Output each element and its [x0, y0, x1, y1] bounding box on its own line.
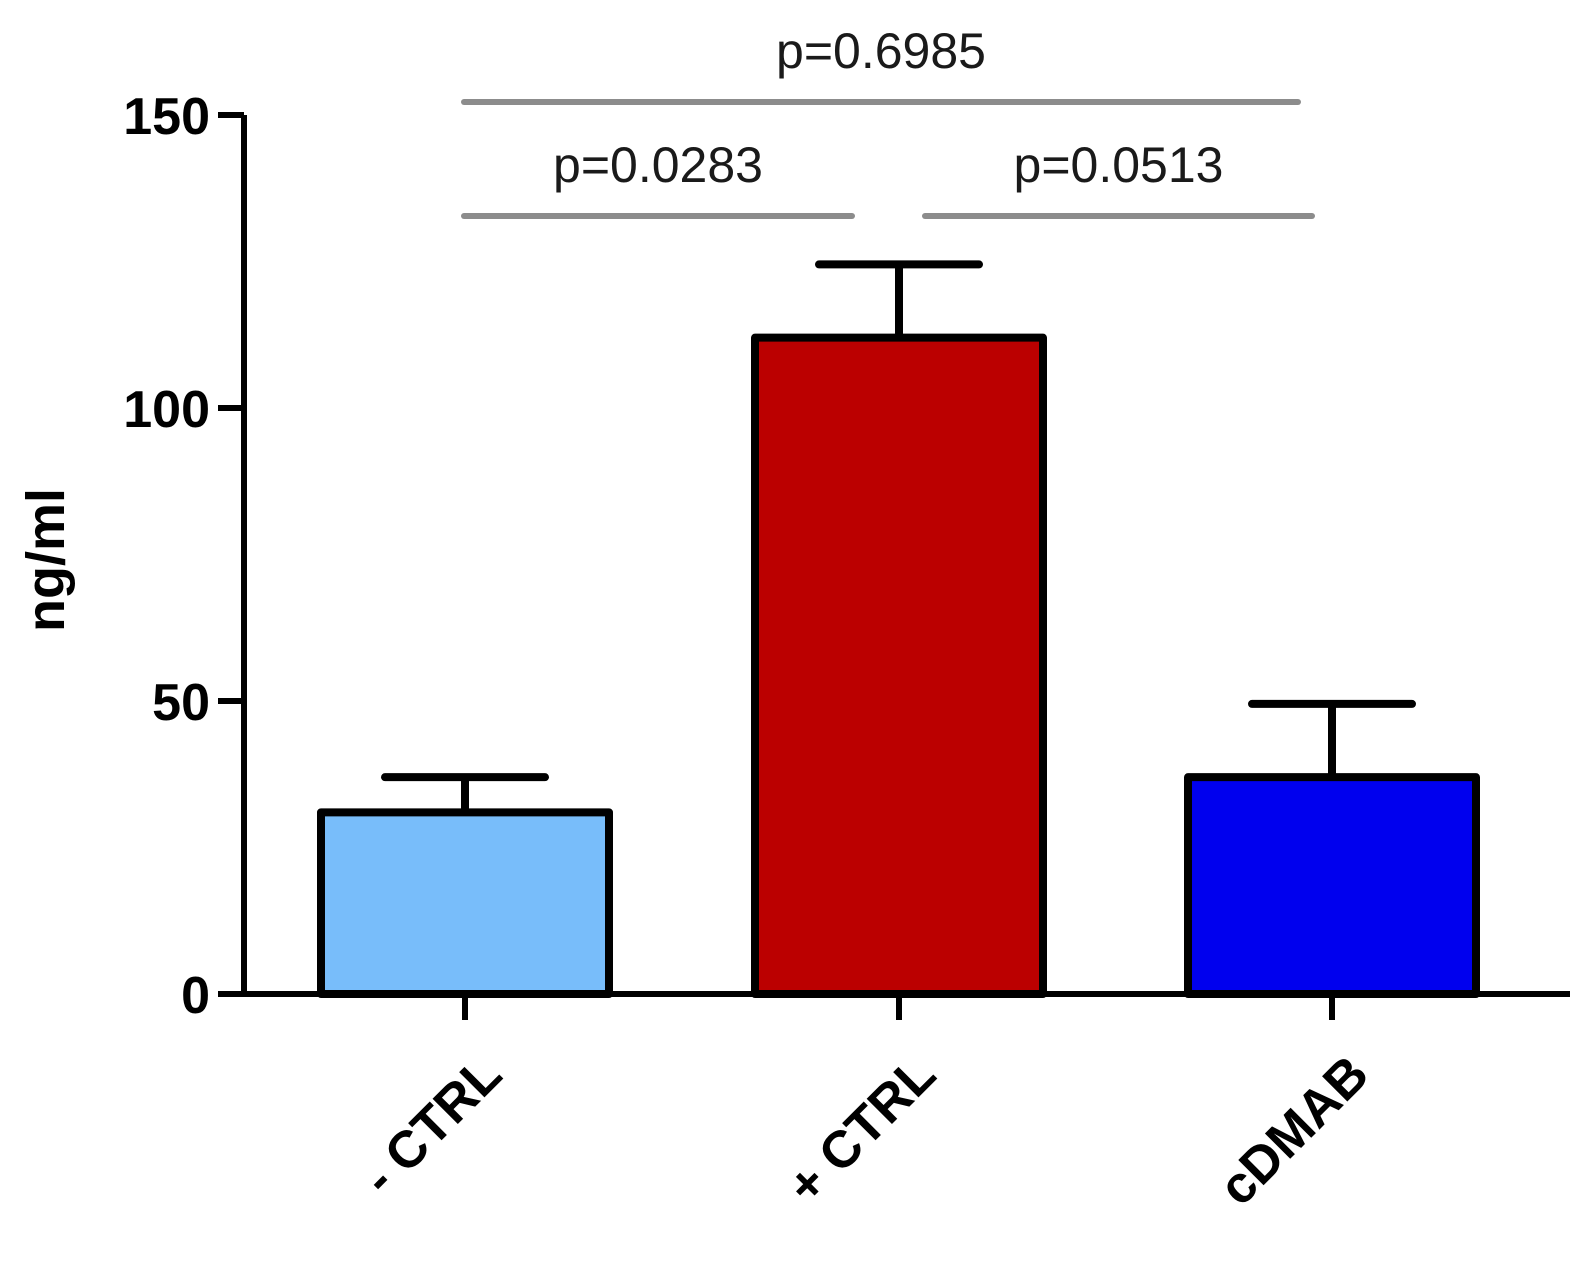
p-value-label: p=0.6985: [776, 23, 986, 79]
significance-brackets: p=0.0283 p=0.0513 p=0.6985: [461, 23, 1315, 219]
x-category-label: + CTRL: [776, 1045, 947, 1216]
bars: [317, 260, 1480, 999]
bar: [1184, 773, 1480, 998]
bar: [317, 808, 613, 999]
x-category-label: cDMAB: [1208, 1045, 1380, 1217]
y-axis-title: ng/ml: [16, 488, 76, 632]
y-tick-label: 0: [181, 967, 210, 1025]
p-value-label: p=0.0283: [553, 137, 763, 193]
bar: [751, 333, 1047, 998]
x-ticks: - CTRL + CTRL cDMAB: [351, 994, 1380, 1217]
y-tick-label: 50: [152, 674, 210, 732]
p-value-label: p=0.0513: [1014, 137, 1224, 193]
y-ticks: 0 50 100 150: [123, 88, 244, 1025]
y-tick-label: 100: [123, 381, 210, 439]
axes: [220, 115, 1570, 997]
y-tick-label: 150: [123, 88, 210, 146]
x-category-label: - CTRL: [351, 1045, 513, 1207]
